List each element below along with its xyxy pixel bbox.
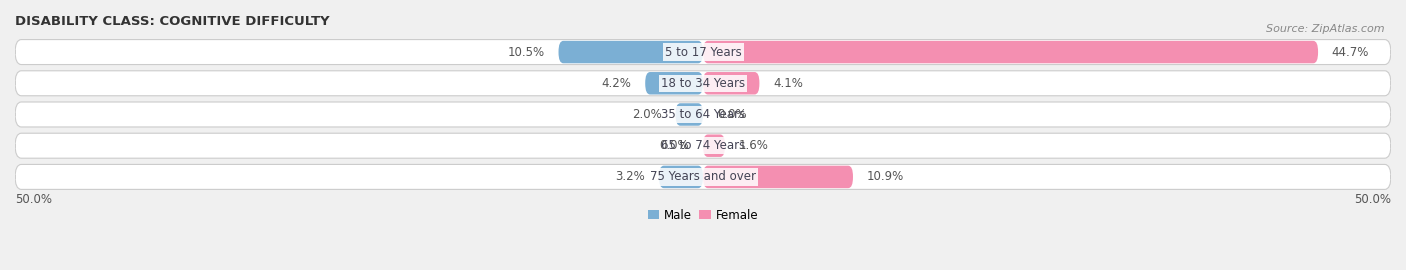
Text: 10.5%: 10.5%: [508, 46, 544, 59]
FancyBboxPatch shape: [703, 41, 1317, 63]
FancyBboxPatch shape: [558, 41, 703, 63]
Text: 10.9%: 10.9%: [866, 170, 904, 183]
Text: DISABILITY CLASS: COGNITIVE DIFFICULTY: DISABILITY CLASS: COGNITIVE DIFFICULTY: [15, 15, 329, 28]
Text: 4.2%: 4.2%: [602, 77, 631, 90]
Text: 4.1%: 4.1%: [773, 77, 803, 90]
Text: 2.0%: 2.0%: [631, 108, 662, 121]
Text: 50.0%: 50.0%: [1354, 193, 1391, 206]
FancyBboxPatch shape: [15, 102, 1391, 127]
FancyBboxPatch shape: [15, 71, 1391, 96]
Text: 35 to 64 Years: 35 to 64 Years: [661, 108, 745, 121]
FancyBboxPatch shape: [659, 166, 703, 188]
FancyBboxPatch shape: [15, 164, 1391, 189]
FancyBboxPatch shape: [15, 133, 1391, 158]
Text: 18 to 34 Years: 18 to 34 Years: [661, 77, 745, 90]
FancyBboxPatch shape: [703, 166, 853, 188]
FancyBboxPatch shape: [703, 72, 759, 94]
Text: 50.0%: 50.0%: [15, 193, 52, 206]
FancyBboxPatch shape: [645, 72, 703, 94]
FancyBboxPatch shape: [15, 40, 1391, 65]
FancyBboxPatch shape: [703, 134, 725, 157]
Text: 1.6%: 1.6%: [738, 139, 769, 152]
Text: 75 Years and over: 75 Years and over: [650, 170, 756, 183]
Legend: Male, Female: Male, Female: [643, 204, 763, 226]
Text: Source: ZipAtlas.com: Source: ZipAtlas.com: [1267, 24, 1385, 34]
FancyBboxPatch shape: [675, 103, 703, 126]
Text: 3.2%: 3.2%: [616, 170, 645, 183]
Text: 0.0%: 0.0%: [717, 108, 747, 121]
Text: 44.7%: 44.7%: [1331, 46, 1369, 59]
Text: 5 to 17 Years: 5 to 17 Years: [665, 46, 741, 59]
Text: 65 to 74 Years: 65 to 74 Years: [661, 139, 745, 152]
Text: 0.0%: 0.0%: [659, 139, 689, 152]
